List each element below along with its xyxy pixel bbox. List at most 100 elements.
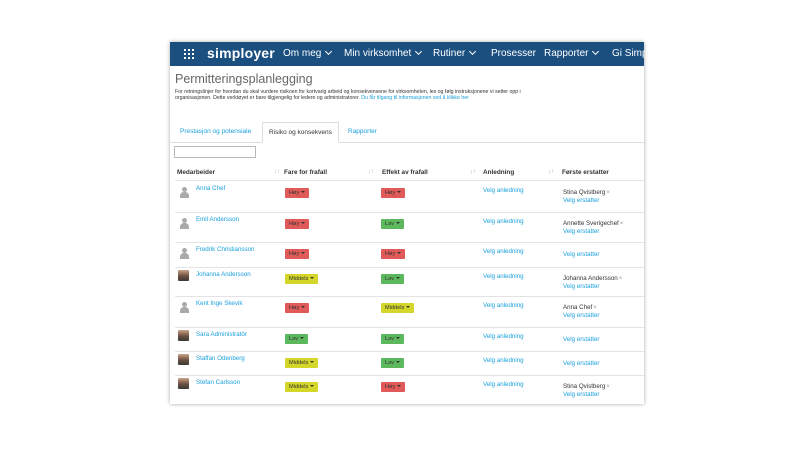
tab-bar: Prestasjon og potensiale Risiko og konse…: [170, 122, 644, 143]
employee-name[interactable]: Johanna Andersson: [196, 271, 251, 278]
choose-replacement-link[interactable]: Velg erstatter: [563, 312, 600, 319]
col-effekt-av-frafall-header[interactable]: Effekt av frafall: [382, 169, 428, 176]
choose-occasion-link[interactable]: Velg anledning: [483, 248, 524, 255]
nav-om-meg[interactable]: Om meg: [283, 47, 333, 59]
nav-min-virksomhet[interactable]: Min virksomhet: [344, 47, 423, 59]
remove-icon[interactable]: ×: [606, 384, 610, 390]
caret-down-icon: [396, 222, 401, 224]
avatar: [178, 330, 189, 341]
nav-rapporter[interactable]: Rapporter: [544, 47, 600, 59]
tab-prestasjon[interactable]: Prestasjon og potensiale: [180, 128, 252, 135]
employee-name[interactable]: Staffan Odenberg: [196, 355, 245, 362]
risk-dropdown[interactable]: Høy: [285, 303, 310, 313]
choose-occasion-link[interactable]: Velg anledning: [483, 302, 524, 309]
employee-name[interactable]: Stefan Carlsson: [196, 379, 241, 386]
info-link[interactable]: Du får tilgang til informasjonen ved å k…: [361, 95, 469, 102]
chevron-down-icon: [325, 47, 333, 56]
replacement-name: Johanna Andersson×: [563, 275, 623, 282]
choose-occasion-link[interactable]: Velg anledning: [483, 333, 524, 340]
row-divider: [175, 267, 644, 268]
caret-down-icon: [397, 191, 402, 193]
risk-dropdown[interactable]: Høy: [285, 188, 310, 198]
effect-dropdown[interactable]: Lav: [381, 334, 405, 344]
replacement-name: Anna Chef×: [563, 304, 597, 311]
choose-replacement-link[interactable]: Velg erstatter: [563, 251, 600, 258]
remove-icon[interactable]: ×: [619, 221, 624, 227]
choose-replacement-link[interactable]: Velg erstatter: [563, 228, 600, 235]
choose-replacement-link[interactable]: Velg erstatter: [563, 283, 600, 290]
col-medarbeider-header[interactable]: Medarbeider: [177, 169, 216, 176]
row-divider: [175, 351, 644, 352]
choose-replacement-link[interactable]: Velg erstatter: [563, 391, 600, 398]
choose-occasion-link[interactable]: Velg anledning: [483, 381, 524, 388]
caret-down-icon: [397, 252, 402, 254]
sort-icon[interactable]: ↓↑: [368, 169, 374, 175]
simployer-logo[interactable]: simployer: [207, 45, 275, 61]
sort-icon[interactable]: ↓↑: [548, 169, 554, 175]
choose-replacement-link[interactable]: Velg erstatter: [563, 336, 600, 343]
avatar-icon: [179, 248, 190, 259]
app-grid-icon[interactable]: [184, 49, 194, 59]
risk-dropdown[interactable]: Høy: [285, 249, 310, 259]
risk-dropdown[interactable]: Middels: [285, 274, 319, 284]
nav-prosesser[interactable]: Prosesser: [491, 48, 537, 59]
effect-dropdown[interactable]: Lav: [381, 274, 405, 284]
nav-rutiner[interactable]: Rutiner: [433, 47, 477, 59]
effect-dropdown[interactable]: Lav: [381, 219, 405, 229]
effect-dropdown[interactable]: Lav: [381, 358, 405, 368]
caret-down-icon: [397, 385, 402, 387]
page-description: For retningslinjer for hvordan du skal v…: [175, 89, 521, 102]
effect-dropdown[interactable]: Høy: [381, 188, 406, 198]
remove-icon[interactable]: ×: [618, 276, 623, 282]
caret-down-icon: [310, 277, 315, 279]
employee-name[interactable]: Emil Andersson: [196, 216, 239, 223]
effect-dropdown[interactable]: Høy: [381, 382, 406, 392]
employee-name[interactable]: Sara Administratör: [196, 331, 247, 338]
caret-down-icon: [300, 337, 305, 339]
choose-occasion-link[interactable]: Velg anledning: [483, 187, 524, 194]
choose-replacement-link[interactable]: Velg erstatter: [563, 360, 600, 367]
replacement-name: Annette Sverigechef×: [563, 220, 624, 227]
col-forste-erstatter-header[interactable]: Første erstatter: [562, 169, 609, 176]
effect-dropdown[interactable]: Middels: [381, 303, 415, 313]
col-anledning-header[interactable]: Anledning: [483, 169, 515, 176]
chevron-down-icon: [592, 47, 600, 56]
replacement-name: Stina Qvistberg×: [563, 383, 610, 390]
employee-name[interactable]: Fredrik Christiansson: [196, 246, 255, 253]
caret-down-icon: [310, 361, 315, 363]
row-divider: [175, 375, 644, 376]
risk-dropdown[interactable]: Lav: [285, 334, 309, 344]
chevron-down-icon: [415, 47, 423, 56]
risk-dropdown[interactable]: Høy: [285, 219, 310, 229]
remove-icon[interactable]: ×: [606, 190, 610, 196]
row-divider: [175, 242, 644, 243]
avatar-icon: [179, 302, 190, 313]
choose-replacement-link[interactable]: Velg erstatter: [563, 197, 600, 204]
choose-occasion-link[interactable]: Velg anledning: [483, 273, 524, 280]
employee-name[interactable]: Kent Inge Skevik: [196, 300, 243, 307]
avatar-icon: [179, 187, 190, 198]
avatar-icon: [179, 218, 190, 229]
avatar: [178, 378, 189, 389]
risk-dropdown[interactable]: Middels: [285, 382, 319, 392]
choose-occasion-link[interactable]: Velg anledning: [483, 218, 524, 225]
sort-icon[interactable]: ↓↑: [470, 169, 476, 175]
filter-input[interactable]: [174, 146, 256, 158]
replacement-name: Stina Qvistberg×: [563, 189, 610, 196]
tab-rapporter[interactable]: Rapporter: [348, 128, 377, 135]
choose-occasion-link[interactable]: Velg anledning: [483, 357, 524, 364]
sort-icon[interactable]: ↓↑: [274, 169, 280, 175]
caret-down-icon: [396, 277, 401, 279]
caret-down-icon: [301, 191, 306, 193]
tab-risiko[interactable]: Risiko og konsekvens: [262, 122, 339, 143]
col-fare-for-frafall-header[interactable]: Fare for frafall: [284, 169, 327, 176]
caret-down-icon: [406, 306, 411, 308]
row-divider: [175, 327, 644, 328]
nav-gi-simployer[interactable]: Gi Simplo: [612, 48, 644, 59]
caret-down-icon: [301, 306, 306, 308]
remove-icon[interactable]: ×: [593, 305, 597, 311]
employee-name[interactable]: Anna Chef: [196, 185, 226, 192]
risk-dropdown[interactable]: Middels: [285, 358, 319, 368]
caret-down-icon: [301, 252, 306, 254]
effect-dropdown[interactable]: Høy: [381, 249, 406, 259]
